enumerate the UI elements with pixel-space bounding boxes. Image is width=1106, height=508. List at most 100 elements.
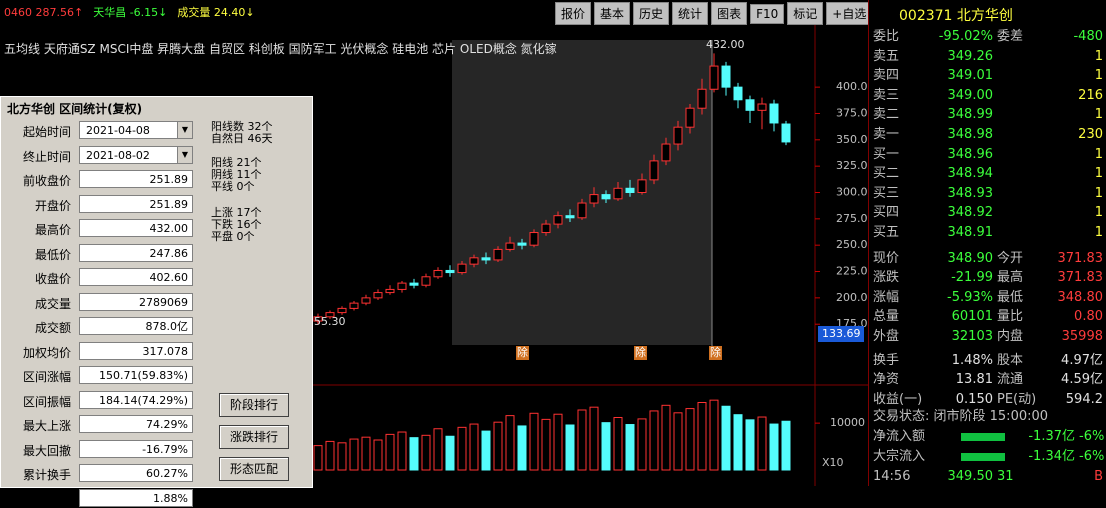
quote-cell: 涨跌 <box>873 270 900 286</box>
field-value: 878.0亿 <box>79 317 193 335</box>
menu-button[interactable]: 基本 <box>594 2 631 25</box>
volume-bar <box>481 430 491 471</box>
low-label: 55.30 <box>314 315 346 328</box>
candle-body <box>709 65 719 90</box>
y-tick-label: 400.0 <box>836 80 868 93</box>
quote-cell: 今开 <box>997 250 1024 266</box>
quote-cell: 换手 <box>873 352 900 368</box>
field-value[interactable]: 2021-04-08 ▼ <box>79 121 193 139</box>
quote-cell: 348.94 <box>947 166 994 182</box>
menu-button[interactable]: 历史 <box>633 2 670 25</box>
candle-body <box>505 242 515 250</box>
quote-row: 卖一 348.98 230 <box>873 126 1105 144</box>
menu-button[interactable]: 统计 <box>672 2 709 25</box>
quote-cell: 1 <box>1094 146 1103 162</box>
candle-body <box>601 194 611 200</box>
quote-cell: 348.99 <box>947 107 994 123</box>
flow-row: 净流入额 -1.37亿 -6% <box>873 428 1105 446</box>
menu-button[interactable]: F10 <box>750 4 785 24</box>
quote-cell: 外盘 <box>873 329 900 344</box>
volume-bar <box>637 418 647 471</box>
volume-bar <box>433 428 443 471</box>
field-value[interactable]: 2021-08-02 ▼ <box>79 145 193 164</box>
volume-bar <box>649 410 659 471</box>
quote-row: 卖二 348.99 1 <box>873 106 1105 124</box>
button[interactable]: 阶段排行 <box>219 393 289 417</box>
volume-bar <box>589 406 599 471</box>
tick-cell: B <box>1094 469 1103 484</box>
volume-bar <box>517 425 527 471</box>
y-tick-label: 325.0 <box>836 159 868 172</box>
quote-cell: 涨幅 <box>873 289 900 305</box>
dialog: 北方华创 区间统计(复权) 起始时间 2021-04-08 ▼ 终止时间 2021-08-… <box>0 96 313 507</box>
quote-row: 换手 1.48% 股本 4.97亿 <box>873 352 1105 370</box>
candle-body <box>565 215 575 219</box>
dialog-title: 北方华创 区间统计(复权) <box>1 97 312 120</box>
field-value: 60.27% <box>79 464 193 482</box>
menu-button[interactable]: 标记 <box>787 2 824 25</box>
quote-cell: 0.80 <box>1074 309 1103 325</box>
quote-cell: 委比 <box>873 29 900 44</box>
flow-pct: -6% <box>1079 429 1105 444</box>
quote-row: 收益(一) 0.150 PE(动) 594.2 <box>873 391 1105 409</box>
flow-value: -1.37亿 <box>1028 429 1075 444</box>
candle-body <box>541 223 551 234</box>
candle-body <box>337 307 347 314</box>
flow-value: -1.34亿 <box>1028 449 1075 464</box>
y-tick-label: 225.0 <box>836 265 868 278</box>
quote-cell: 594.2 <box>1065 391 1103 407</box>
candle-body <box>733 86 743 101</box>
volume-bar <box>565 424 575 471</box>
quote-row: 净资 13.81 流通 4.59亿 <box>873 371 1105 389</box>
button[interactable]: 形态匹配 <box>219 457 289 481</box>
volume-bar <box>781 420 791 471</box>
field-label: 最大上涨 <box>22 419 71 433</box>
field-label: 最低价 <box>34 247 71 262</box>
volume-bar <box>733 414 743 471</box>
quote-cell: 买三 <box>873 185 900 201</box>
quote-cell: 内盘 <box>997 329 1024 344</box>
quote-cell: 买二 <box>873 166 900 182</box>
volume-bar <box>553 413 563 471</box>
quote-row: 买三 348.93 1 <box>873 185 1105 203</box>
candle-body <box>433 269 443 278</box>
quote-cell: 371.83 <box>1057 270 1104 286</box>
dropdown-arrow[interactable]: ▼ <box>177 146 192 163</box>
field-label: 累计换手 <box>22 468 71 482</box>
candle-body <box>349 302 359 309</box>
flow-bar <box>961 433 1005 441</box>
dropdown-arrow[interactable]: ▼ <box>177 122 192 138</box>
candle-body <box>529 232 539 246</box>
candle-body <box>721 65 731 88</box>
quote-cell: 349.01 <box>947 68 994 84</box>
candle-body <box>589 194 599 204</box>
quote-row: 买四 348.92 1 <box>873 204 1105 222</box>
event-marker: 除 <box>635 345 646 359</box>
field-value: 2789069 <box>79 292 193 311</box>
menu-button[interactable]: 图表 <box>711 2 748 25</box>
candle-body <box>757 103 767 111</box>
menu-button[interactable]: +自选 <box>826 2 873 25</box>
flow-bar <box>961 453 1005 461</box>
field-label: 区间振幅 <box>22 394 71 409</box>
button[interactable]: 涨跌排行 <box>219 425 289 449</box>
candle-body <box>769 103 779 124</box>
volume-bar <box>757 416 767 471</box>
candle-body <box>493 248 503 261</box>
candle-body <box>697 88 707 109</box>
volume-bar <box>421 434 431 471</box>
candle-body <box>745 99 755 111</box>
candle-body <box>625 187 635 194</box>
stat-line: 阳线 21个 <box>211 156 262 169</box>
quote-cell: 35998 <box>1061 329 1103 344</box>
volume-bar <box>661 404 671 471</box>
volume-bar <box>745 419 755 471</box>
menu-button[interactable]: 报价 <box>555 2 592 25</box>
volume-bar <box>505 415 515 471</box>
candle-body <box>373 292 383 299</box>
volume-bar <box>361 436 371 471</box>
volume-bar <box>385 433 395 471</box>
y-tick-label: 200.0 <box>836 291 868 304</box>
field-label: 平均换手 <box>22 492 71 507</box>
volume-tick-label: 10000 <box>830 416 865 429</box>
